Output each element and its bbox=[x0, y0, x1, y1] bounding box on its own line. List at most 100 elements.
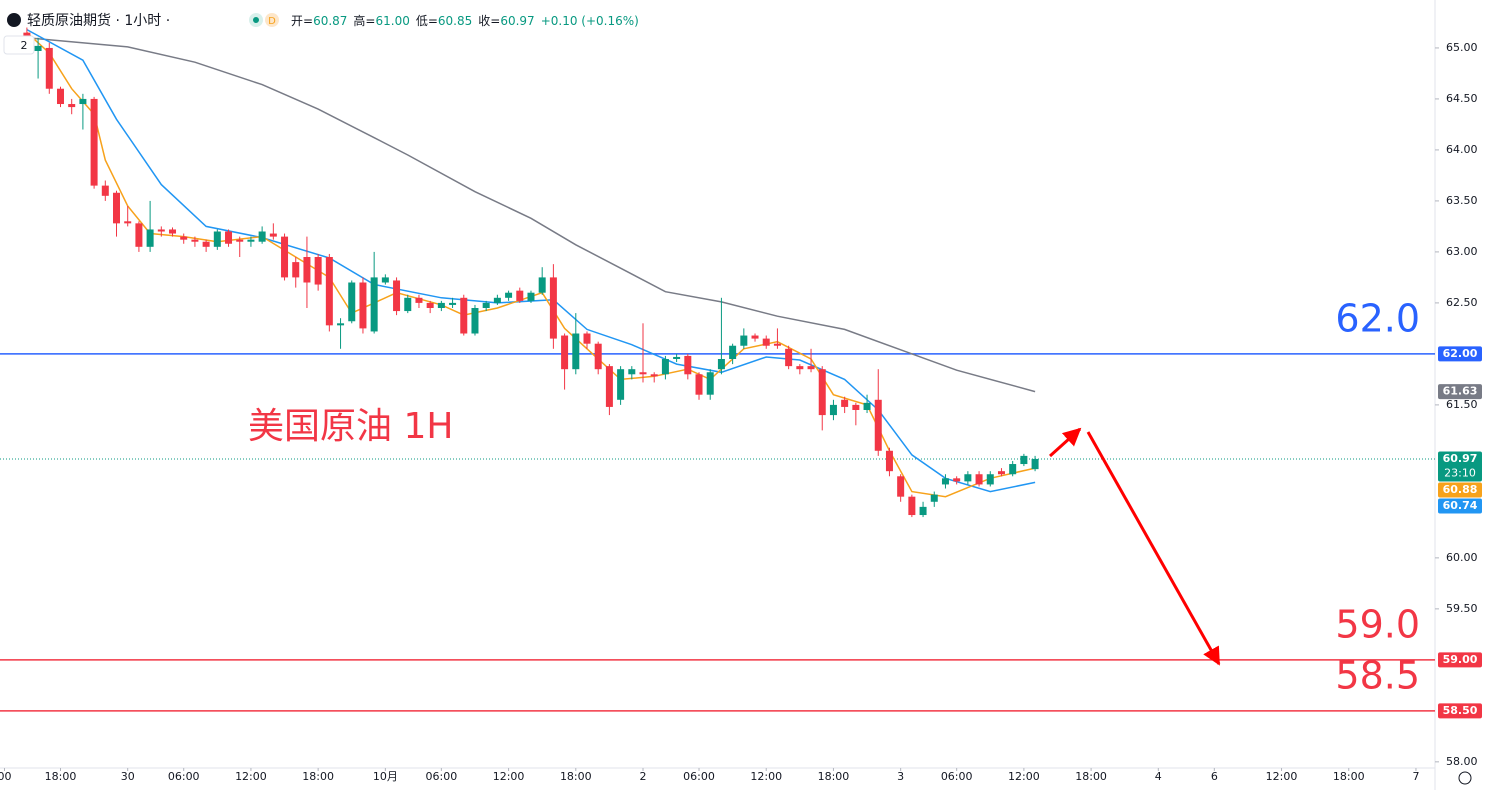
candle-body bbox=[225, 231, 233, 244]
candle-body bbox=[213, 231, 221, 247]
x-tick-label: 00 bbox=[0, 770, 11, 783]
candle-body bbox=[124, 221, 132, 224]
candle-body bbox=[79, 98, 87, 105]
candle-body bbox=[303, 257, 311, 283]
candle-body bbox=[874, 399, 882, 451]
x-tick-label: 06:00 bbox=[426, 770, 458, 783]
price-badge-label: 61.63 bbox=[1443, 385, 1478, 398]
candle-body bbox=[639, 372, 647, 375]
candle-body bbox=[191, 239, 199, 242]
candle-body bbox=[359, 282, 367, 329]
settings-icon[interactable] bbox=[1458, 771, 1472, 785]
candle-body bbox=[381, 277, 389, 283]
candle-body bbox=[437, 302, 445, 308]
price-badge bbox=[1438, 703, 1482, 719]
y-tick-label: 64.50 bbox=[1446, 92, 1478, 105]
candle-body bbox=[1031, 458, 1039, 470]
candle-body bbox=[68, 104, 76, 108]
price-badge-sub: 23:10 bbox=[1444, 466, 1476, 479]
ohlc-key: 低= bbox=[416, 14, 438, 28]
y-tick-label: 65.00 bbox=[1446, 41, 1478, 54]
ohlc: 开=60.87 高=61.00 低=60.85 收=60.97 +0.10 (+0.16… bbox=[291, 13, 639, 28]
y-tick-label: 58.00 bbox=[1446, 755, 1478, 768]
price-badge-label: 59.00 bbox=[1443, 653, 1478, 666]
candle-body bbox=[717, 358, 725, 370]
y-tick-label: 62.50 bbox=[1446, 296, 1478, 309]
candle-body bbox=[617, 369, 625, 400]
candle-body bbox=[169, 229, 177, 234]
candle-body bbox=[90, 98, 98, 186]
x-tick-label: 10月 bbox=[373, 770, 398, 783]
chart-annotation: 美国原油 1H bbox=[248, 406, 453, 447]
price-badge bbox=[1438, 451, 1482, 482]
x-tick-label: 18:00 bbox=[1333, 770, 1365, 783]
ohlc-key: 高= bbox=[353, 13, 375, 28]
ma-line bbox=[26, 32, 1036, 498]
candle-body bbox=[628, 369, 636, 375]
x-tick-label: 12:00 bbox=[493, 770, 525, 783]
price-badge-label: 60.88 bbox=[1443, 483, 1478, 496]
candle-body bbox=[930, 494, 938, 502]
x-tick-label: 3 bbox=[897, 770, 904, 783]
level-text: 62.0 bbox=[1335, 296, 1420, 340]
x-tick-label: 18:00 bbox=[818, 770, 850, 783]
candle-body bbox=[247, 239, 255, 242]
candle-body bbox=[986, 474, 994, 485]
x-tick-label: 2 bbox=[640, 770, 647, 783]
status-dot bbox=[253, 17, 259, 23]
candle-body bbox=[773, 343, 781, 346]
plot-area bbox=[0, 27, 1435, 712]
candle-body bbox=[852, 404, 860, 410]
x-tick-label: 30 bbox=[121, 770, 135, 783]
candle-body bbox=[796, 366, 804, 370]
candle-body bbox=[258, 231, 266, 242]
candle-body bbox=[370, 277, 378, 332]
x-tick-label: 6 bbox=[1211, 770, 1218, 783]
candle-body bbox=[337, 323, 345, 326]
candle-body bbox=[897, 476, 905, 497]
x-tick-label: 06:00 bbox=[941, 770, 973, 783]
candle-body bbox=[157, 229, 165, 232]
candle-body bbox=[673, 356, 681, 359]
x-tick-label: 4 bbox=[1155, 770, 1162, 783]
price-badge-label: 62.00 bbox=[1443, 347, 1478, 360]
symbol-icon bbox=[7, 13, 21, 27]
candle-body bbox=[549, 277, 557, 339]
ohlc-key: 开= bbox=[291, 14, 313, 28]
candle-body bbox=[661, 358, 669, 375]
candle-body bbox=[751, 335, 759, 339]
candle-body bbox=[1020, 455, 1028, 465]
x-tick-label: 18:00 bbox=[560, 770, 592, 783]
ohlc-value: 61.00 bbox=[375, 14, 409, 28]
price-badge bbox=[1438, 384, 1482, 400]
y-tick-label: 59.50 bbox=[1446, 602, 1478, 615]
candle-body bbox=[706, 372, 714, 395]
x-tick-label: 18:00 bbox=[45, 770, 77, 783]
badge-bg bbox=[265, 13, 279, 27]
candle-body bbox=[236, 239, 244, 242]
candle-body bbox=[135, 223, 143, 247]
candle-body bbox=[45, 47, 53, 89]
candle-body bbox=[841, 399, 849, 407]
indicator-toggle[interactable] bbox=[3, 35, 35, 55]
ohlc-change: +0.10 (+0.16%) bbox=[541, 14, 639, 28]
candle-body bbox=[807, 366, 815, 370]
candle-body bbox=[695, 374, 703, 395]
candle-body bbox=[919, 506, 927, 516]
candle-body bbox=[325, 257, 333, 326]
candle-body bbox=[785, 348, 793, 367]
badge: D bbox=[268, 16, 276, 27]
candle-body bbox=[885, 450, 893, 472]
candle-body bbox=[684, 355, 692, 375]
candle-body bbox=[269, 233, 277, 237]
x-tick-label: 18:00 bbox=[1075, 770, 1107, 783]
candle-body bbox=[818, 369, 826, 416]
ohlc-key: 收= bbox=[478, 14, 500, 28]
indicator-count[interactable]: 2 bbox=[21, 39, 28, 52]
candle-body bbox=[393, 280, 401, 312]
candle-body bbox=[953, 478, 961, 482]
candle-body bbox=[202, 241, 210, 247]
candle-body bbox=[997, 471, 1005, 475]
